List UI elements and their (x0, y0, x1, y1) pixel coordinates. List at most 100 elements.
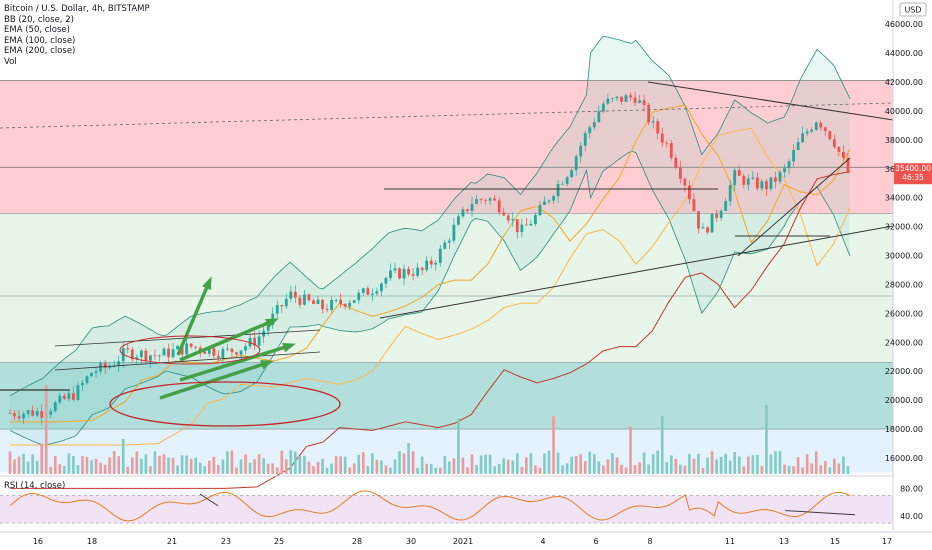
y-tick-label: 22000.00 (885, 367, 923, 376)
candle-body (366, 288, 370, 295)
volume-bar (393, 459, 397, 474)
candle-body (90, 372, 93, 377)
indicator-ema100[interactable]: EMA (100, close) (4, 35, 76, 46)
candle-body (592, 122, 596, 128)
candle-body (597, 111, 601, 123)
candle-body (665, 142, 669, 144)
volume-bar (502, 458, 506, 474)
volume-bar (611, 453, 614, 474)
candle-body (72, 393, 75, 400)
volume-bar (198, 462, 202, 474)
y-tick-label: 24000.00 (885, 338, 923, 347)
candle-body (497, 200, 501, 213)
volume-bar (488, 454, 492, 474)
volume-bar (384, 465, 388, 474)
volume-bar (796, 457, 800, 474)
x-tick-label: 6 (593, 537, 598, 546)
candle-body (207, 348, 211, 354)
rsi-line (9, 490, 851, 522)
candle-body (31, 410, 35, 416)
candle-body (506, 215, 510, 221)
volume-bar (819, 465, 823, 474)
candle-body (126, 348, 130, 350)
volume-bar (547, 450, 551, 474)
volume-bar (140, 458, 143, 474)
volume-bar (420, 456, 424, 474)
candle-body (293, 291, 297, 298)
volume-bar (375, 459, 379, 474)
volume-bar (217, 464, 220, 474)
volume-bar (194, 457, 198, 474)
candle-body (475, 199, 478, 204)
volume-bar (833, 458, 836, 474)
volume-bar (737, 456, 741, 474)
candle-body (284, 298, 288, 307)
candle-body (248, 337, 252, 347)
volume-bar (257, 454, 261, 474)
x-tick-label: 18 (87, 537, 97, 546)
candle-body (230, 348, 234, 353)
candle-body (615, 96, 619, 99)
volume-bar (715, 459, 718, 474)
indicator-ema200[interactable]: EMA (200, close) (4, 46, 76, 57)
green-arrow-4 (159, 360, 271, 400)
candle-body (339, 299, 343, 304)
volume-bar (316, 461, 320, 474)
green-arrow-1-head (202, 276, 212, 290)
volume-bar (606, 459, 610, 474)
candle-body (212, 348, 216, 356)
volume-bar (330, 463, 333, 474)
volume-bar (58, 464, 62, 474)
candle-body (357, 292, 361, 301)
volume-bar (452, 458, 456, 474)
indicator-vol[interactable]: Vol (4, 56, 17, 67)
candle-body (303, 294, 306, 305)
volume-bar (506, 459, 510, 474)
volume-bar (570, 456, 573, 474)
volume-bar (592, 454, 596, 474)
volume-bar (72, 455, 75, 474)
indicator-ema50[interactable]: EMA (50, close) (4, 25, 70, 36)
candle-body (683, 178, 687, 186)
candle-body (194, 346, 198, 348)
symbol-title[interactable]: Bitcoin / U.S. Dollar, 4h, BITSTAMP (4, 4, 150, 14)
candle-body (651, 121, 655, 123)
candle-body (601, 103, 605, 112)
candle-body (103, 363, 107, 368)
candle-body (461, 209, 465, 217)
currency-label: USD (904, 6, 921, 15)
x-tick-label: 30 (406, 537, 416, 546)
volume-bar (783, 464, 786, 474)
candle-body (669, 143, 673, 158)
candle-body (108, 366, 112, 368)
candle-body (638, 100, 641, 103)
candle-body (842, 151, 845, 158)
candle-body (321, 299, 324, 309)
green-arrow-1 (176, 279, 212, 356)
candle-body (389, 270, 392, 279)
candle-body (348, 302, 352, 307)
volume-bar (212, 456, 216, 474)
volume-bar (751, 455, 755, 474)
candle-body (94, 371, 98, 373)
ema100-line (10, 127, 851, 446)
indicator-bb[interactable]: BB (20, close, 2) (4, 14, 74, 25)
volume-bar (94, 458, 98, 474)
rsi-title[interactable]: RSI (14, close) (4, 481, 66, 491)
volume-bar (534, 465, 537, 474)
volume-bar (719, 456, 723, 474)
y-tick-label: 46000.00 (885, 20, 923, 29)
current-price-label: 35400.00 (895, 164, 931, 173)
rsi-tick-label: 80.00 (900, 484, 923, 493)
candle-body (538, 204, 542, 216)
rsi-trendline (784, 510, 856, 516)
y-tick-label: 18000.00 (885, 425, 923, 434)
volume-bar (149, 466, 152, 474)
volume-bar (343, 456, 347, 474)
volume-bar (17, 456, 21, 474)
volume-bar (167, 457, 170, 474)
volume-bar (235, 467, 238, 474)
candle-body (330, 300, 333, 310)
